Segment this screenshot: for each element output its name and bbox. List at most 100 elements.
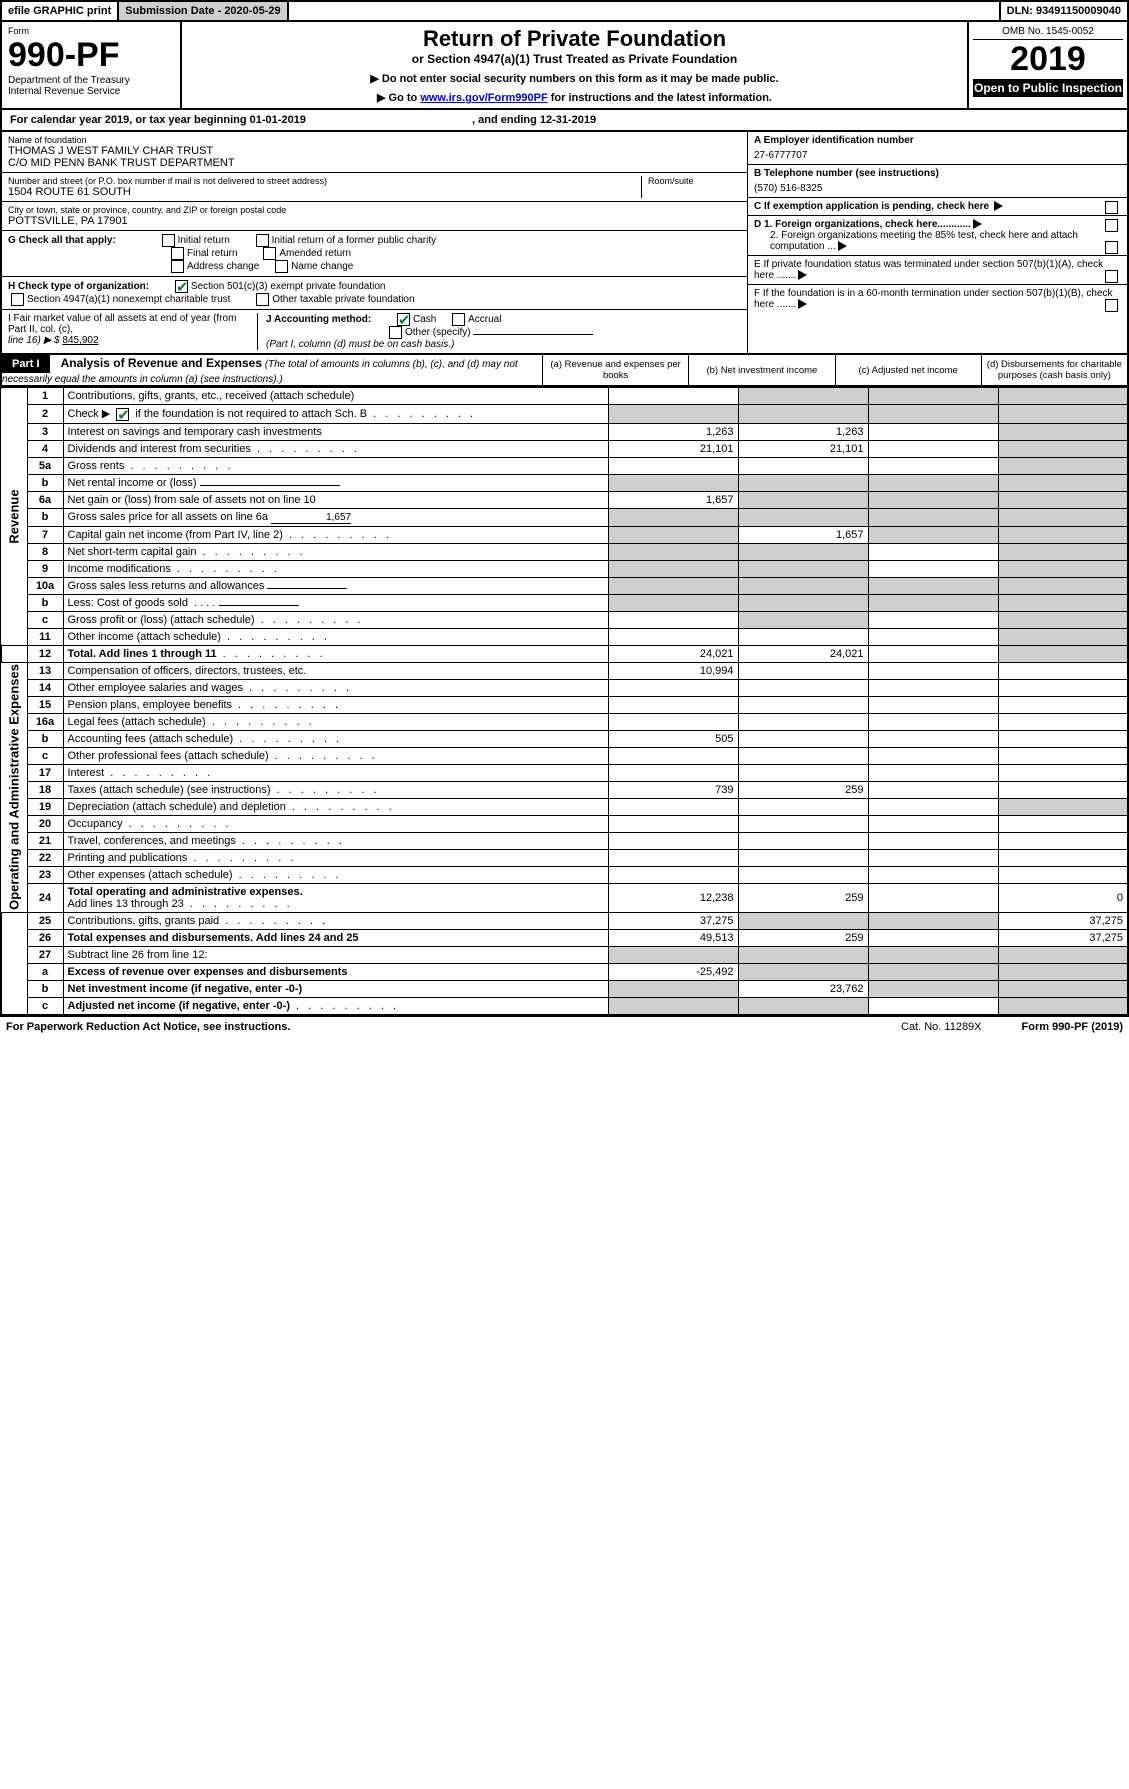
chk-accrual[interactable] (452, 313, 465, 326)
desc-3: Interest on savings and temporary cash i… (63, 423, 608, 440)
desc-5b: Net rental income or (loss) (63, 474, 608, 491)
calendar-year-row: For calendar year 2019, or tax year begi… (0, 110, 1129, 132)
g-label: G Check all that apply: (8, 235, 116, 246)
chk-f[interactable] (1105, 299, 1118, 312)
ln-14: 14 (27, 679, 63, 696)
ln-13: 13 (27, 662, 63, 679)
chk-e[interactable] (1105, 270, 1118, 283)
desc-4: Dividends and interest from securities (63, 440, 608, 457)
chk-other-taxable[interactable] (256, 293, 269, 306)
r24-a: 12,238 (608, 884, 738, 913)
foundation-name-1: THOMAS J WEST FAMILY CHAR TRUST (8, 145, 741, 157)
g-opt-5: Name change (291, 261, 353, 272)
foundation-name-2: C/O MID PENN BANK TRUST DEPARTMENT (8, 157, 741, 169)
part1-header: Part I Analysis of Revenue and Expenses … (0, 355, 1129, 387)
desc-16c-text: Other professional fees (attach schedule… (68, 750, 269, 762)
a-label: A Employer identification number (754, 135, 1121, 146)
open-inspection: Open to Public Inspection (973, 79, 1123, 97)
chk-initial-former[interactable] (256, 234, 269, 247)
h-row: H Check type of organization: Section 50… (2, 276, 747, 309)
form-link[interactable]: www.irs.gov/Form990PF (420, 92, 547, 104)
ln-11: 11 (27, 628, 63, 645)
r3-b: 1,263 (738, 423, 868, 440)
ln-10b: b (27, 594, 63, 611)
ln-18: 18 (27, 781, 63, 798)
arrow-icon (994, 201, 1003, 211)
desc-16a: Legal fees (attach schedule) (63, 713, 608, 730)
arrow-icon (838, 241, 847, 251)
desc-10c: Gross profit or (loss) (attach schedule) (63, 611, 608, 628)
ln-21: 21 (27, 833, 63, 850)
i-val: 845,902 (62, 335, 98, 346)
ln-1: 1 (27, 388, 63, 405)
r27a-a: -25,492 (608, 964, 738, 981)
r12-b: 24,021 (738, 645, 868, 662)
form-year-block: OMB No. 1545-0052 2019 Open to Public In… (967, 22, 1127, 108)
desc-9-text: Income modifications (68, 563, 171, 575)
desc-23: Other expenses (attach schedule) (63, 867, 608, 884)
arrow-icon (798, 270, 807, 280)
r13-a: 10,994 (608, 662, 738, 679)
chk-other-method[interactable] (389, 326, 402, 339)
top-bar: efile GRAPHIC print Submission Date - 20… (0, 0, 1129, 22)
ln-23: 23 (27, 867, 63, 884)
chk-cash[interactable] (397, 313, 410, 326)
chk-amended[interactable] (263, 247, 276, 260)
chk-schb[interactable] (116, 408, 129, 421)
a-val: 27-6777707 (754, 150, 1121, 161)
desc-9: Income modifications (63, 560, 608, 577)
desc-8: Net short-term capital gain (63, 543, 608, 560)
desc-27: Subtract line 26 from line 12: (63, 947, 608, 964)
cal-begin: For calendar year 2019, or tax year begi… (10, 114, 306, 126)
r24-b: 259 (738, 884, 868, 913)
d1-label: D 1. Foreign organizations, check here..… (754, 219, 971, 230)
chk-initial-return[interactable] (162, 234, 175, 247)
r6b-inline: 1,657 (271, 512, 351, 524)
r7-b: 1,657 (738, 526, 868, 543)
chk-c[interactable] (1105, 201, 1118, 214)
r26-d: 37,275 (998, 930, 1128, 947)
desc-16c: Other professional fees (attach schedule… (63, 747, 608, 764)
desc-6b: Gross sales price for all assets on line… (63, 508, 608, 526)
city-label: City or town, state or province, country… (8, 205, 741, 215)
desc-5a: Gross rents (63, 457, 608, 474)
r18-b: 259 (738, 781, 868, 798)
note2-pre: ▶ Go to (377, 92, 420, 104)
form-note-1: ▶ Do not enter social security numbers o… (192, 72, 957, 85)
desc-25-text: Contributions, gifts, grants paid (68, 915, 220, 927)
r25-a: 37,275 (608, 913, 738, 930)
desc-27b: Net investment income (if negative, ente… (63, 981, 608, 998)
chk-d2[interactable] (1105, 241, 1118, 254)
identity-grid: Name of foundation THOMAS J WEST FAMILY … (0, 132, 1129, 355)
desc-15: Pension plans, employee benefits (63, 696, 608, 713)
desc-26: Total expenses and disbursements. Add li… (63, 930, 608, 947)
chk-address-change[interactable] (171, 260, 184, 273)
desc-5a-text: Gross rents (68, 460, 125, 472)
desc-17-text: Interest (68, 767, 105, 779)
j-note: (Part I, column (d) must be on cash basi… (266, 339, 454, 350)
desc-24-text: Total operating and administrative expen… (68, 886, 303, 898)
form-header: Form 990-PF Department of the Treasury I… (0, 22, 1129, 110)
chk-501c3[interactable] (175, 280, 188, 293)
b-label: B Telephone number (see instructions) (754, 168, 1121, 179)
col-c-hdr: (c) Adjusted net income (835, 355, 981, 385)
chk-d1[interactable] (1105, 219, 1118, 232)
g-opt-0: Initial return (178, 235, 230, 246)
desc-14: Other employee salaries and wages (63, 679, 608, 696)
form-number-block: Form 990-PF Department of the Treasury I… (2, 22, 182, 108)
chk-name-change[interactable] (275, 260, 288, 273)
form-note-2: ▶ Go to www.irs.gov/Form990PF for instru… (192, 91, 957, 104)
chk-final-return[interactable] (171, 247, 184, 260)
ln-19: 19 (27, 798, 63, 815)
r4-b: 21,101 (738, 440, 868, 457)
h-label: H Check type of organization: (8, 281, 149, 292)
ln-9: 9 (27, 560, 63, 577)
desc-10b-text: Less: Cost of goods sold (68, 597, 188, 609)
ln-2: 2 (27, 405, 63, 424)
desc-26-text: Total expenses and disbursements. Add li… (68, 932, 359, 944)
dept-irs: Internal Revenue Service (8, 86, 174, 97)
ln-7: 7 (27, 526, 63, 543)
desc-17: Interest (63, 764, 608, 781)
addr-val: 1504 ROUTE 61 SOUTH (8, 186, 641, 198)
chk-4947a1[interactable] (11, 293, 24, 306)
